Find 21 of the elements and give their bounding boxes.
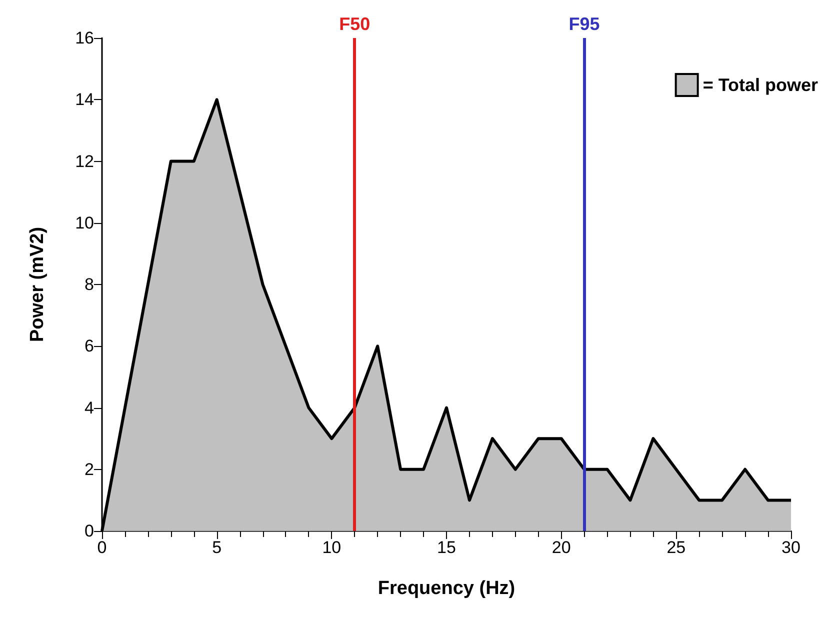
x-tick-label: 0 xyxy=(97,538,107,557)
y-tick-label: 12 xyxy=(75,152,94,171)
x-tick-label: 5 xyxy=(212,538,222,557)
y-tick-label: 4 xyxy=(84,398,94,418)
y-tick-label: 8 xyxy=(84,275,94,294)
legend-label: = Total power xyxy=(702,75,818,95)
y-tick-label: 0 xyxy=(84,522,94,540)
x-axis-title: Frequency (Hz) xyxy=(378,578,516,599)
x-tick-label: 15 xyxy=(437,538,456,557)
y-axis-title: Power (mV2) xyxy=(27,226,48,342)
y-tick-label: 14 xyxy=(75,90,94,110)
ref-line-label: F95 xyxy=(568,14,600,34)
x-tick-label: 30 xyxy=(782,538,800,557)
y-tick-label: 10 xyxy=(75,213,94,232)
y-tick-label: 16 xyxy=(75,28,94,48)
ref-line-label: F50 xyxy=(339,14,370,34)
y-tick-label: 2 xyxy=(84,460,94,479)
x-tick-label: 25 xyxy=(666,538,686,557)
x-tick-label: 20 xyxy=(552,538,571,557)
y-tick-label: 6 xyxy=(84,336,94,356)
x-tick-label: 10 xyxy=(322,538,342,557)
